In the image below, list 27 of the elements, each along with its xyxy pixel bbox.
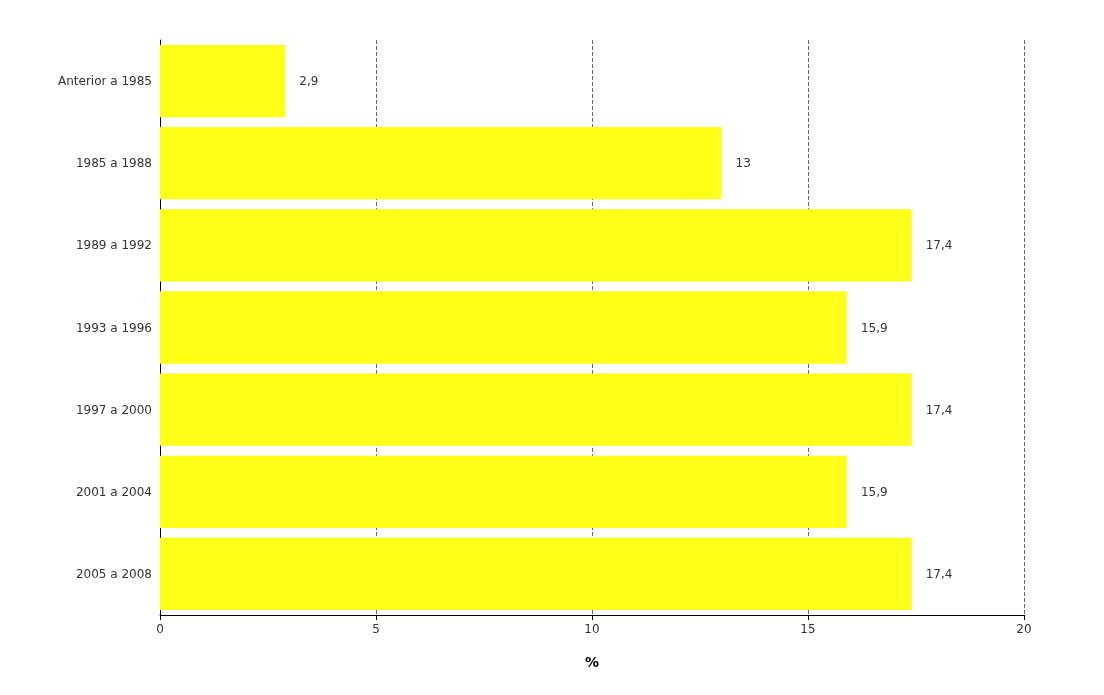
data-label: 17,4 [925,402,953,417]
x-axis-title: % [584,654,600,670]
y-tick-label: 1993 a 1996 [75,320,152,335]
data-label: 15,9 [860,320,888,335]
data-label: 17,4 [925,238,953,253]
bar [160,537,912,611]
bar [160,127,722,200]
data-label: 2,9 [299,74,319,89]
x-tick-label: 0 [156,622,164,636]
y-tick-label: 2005 a 2008 [75,566,152,581]
bar [160,373,912,446]
y-tick-label: 1997 a 2000 [75,402,152,417]
data-label: 15,9 [860,484,888,499]
x-tick-label: 15 [800,622,816,636]
y-tick-label: 2001 a 2004 [75,484,152,499]
x-tick-label: 20 [1016,622,1032,636]
data-label: 17,4 [925,566,953,581]
y-tick-label: 1985 a 1988 [75,156,152,171]
x-tick-label: 5 [372,622,380,636]
y-tick-label: 1989 a 1992 [75,238,152,253]
x-tick-label: 10 [584,622,600,636]
bar [160,291,847,364]
y-tick-label: Anterior a 1985 [58,74,152,89]
data-label: 13 [735,156,751,171]
bar [160,455,847,528]
bar [160,209,912,282]
bar [160,44,286,118]
